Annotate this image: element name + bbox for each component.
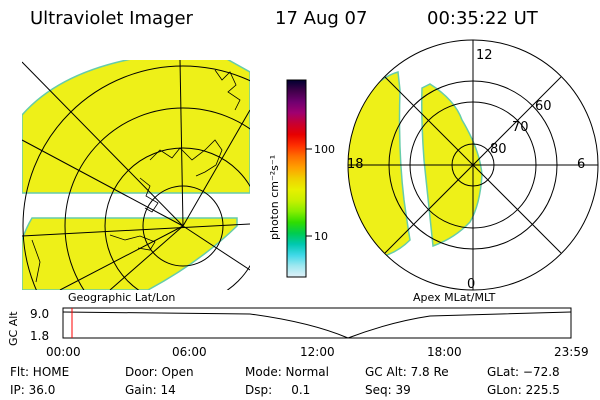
status-gain: Gain: 14	[125, 383, 176, 397]
colorbar-tick-label-10: 10	[314, 230, 328, 243]
status-gc-alt: GC Alt: 7.8 Re	[365, 365, 449, 379]
observation-date: 17 Aug 07	[275, 8, 367, 29]
colorbar	[286, 79, 307, 278]
instrument-title: Ultraviolet Imager	[30, 8, 194, 29]
mlt-label-12: 12	[476, 48, 493, 63]
timeline-x-tick-0000: 00:00	[46, 345, 81, 359]
colorbar-tick-label-100: 100	[314, 143, 335, 156]
mlt-label-18: 18	[347, 157, 364, 172]
status-mode: Mode: Normal	[245, 365, 329, 379]
status-dsp: Dsp: 0.1	[245, 383, 310, 397]
altitude-timeline: GC Alt 9.0 1.8 00:00 06:00 12:00 18:00 2…	[7, 307, 589, 359]
mlat-label-80: 80	[490, 142, 507, 157]
polar-grid	[347, 39, 599, 291]
mlat-label-70: 70	[512, 120, 529, 135]
geo-image-upper	[22, 60, 250, 194]
timeline-frame	[62, 307, 572, 339]
mlat-label-60: 60	[535, 99, 552, 114]
mlt-label-0: 0	[467, 277, 475, 292]
status-flt: Flt: HOME	[10, 365, 69, 379]
status-ip: IP: 36.0	[10, 383, 55, 397]
timeline-x-tick-1200: 12:00	[300, 345, 335, 359]
altitude-curve	[62, 311, 572, 339]
polar-plot: 12 18 6 0 60 70 80	[347, 39, 599, 292]
geo-map-label: Geographic Lat/Lon	[68, 291, 175, 304]
polar-plot-label: Apex MLat/MLT	[413, 291, 496, 304]
status-seq: Seq: 39	[365, 383, 411, 397]
timeline-x-tick-2359: 23:59	[554, 345, 589, 359]
timeline-x-tick-0600: 06:00	[172, 345, 207, 359]
geo-grid	[22, 60, 250, 290]
colorbar-unit-label: photon cm⁻²s⁻¹	[268, 155, 281, 240]
observation-time: 00:35:22 UT	[427, 8, 539, 29]
geo-coastlines	[31, 69, 241, 283]
mlt-label-6: 6	[577, 157, 585, 172]
geographic-map	[22, 60, 250, 290]
status-glon: GLon: 225.5	[487, 383, 560, 397]
status-door: Door: Open	[125, 365, 194, 379]
status-glat: GLat: −72.8	[487, 365, 560, 379]
timeline-axis-label: GC Alt	[7, 311, 20, 346]
timeline-y-tick-high: 9.0	[30, 307, 49, 321]
timeline-x-tick-1800: 18:00	[427, 345, 462, 359]
status-block: Flt: HOME Door: Open Mode: Normal GC Alt…	[10, 365, 560, 397]
timeline-y-tick-low: 1.8	[30, 329, 49, 343]
